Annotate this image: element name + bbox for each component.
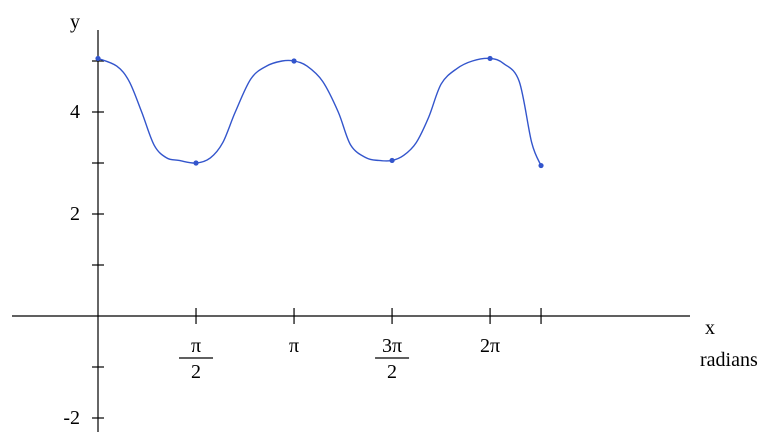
y-tick-label: 4 [70, 101, 80, 123]
y-tick-label: -2 [63, 407, 80, 429]
x-tick-label-numerator: π [289, 335, 299, 357]
axes [12, 30, 690, 432]
data-points [95, 55, 544, 169]
x-tick-label-numerator: 2π [480, 335, 500, 357]
data-point [538, 162, 544, 169]
data-point [487, 55, 493, 62]
series-line [97, 57, 542, 166]
data-point [193, 160, 199, 166]
series [97, 57, 542, 166]
data-point [291, 58, 297, 64]
ticks [92, 60, 542, 419]
x-axis-unit-label: radians [700, 349, 758, 371]
x-tick-label-numerator: 3π [382, 335, 402, 357]
x-axis-label: x [705, 317, 715, 339]
x-tick-label-denominator: 2 [387, 361, 397, 383]
data-point [95, 55, 101, 62]
data-point [389, 157, 395, 164]
x-tick-label-numerator: π [191, 335, 201, 357]
y-tick-label: 2 [70, 203, 80, 225]
y-axis-label: y [70, 11, 80, 33]
x-tick-label-denominator: 2 [191, 361, 201, 383]
